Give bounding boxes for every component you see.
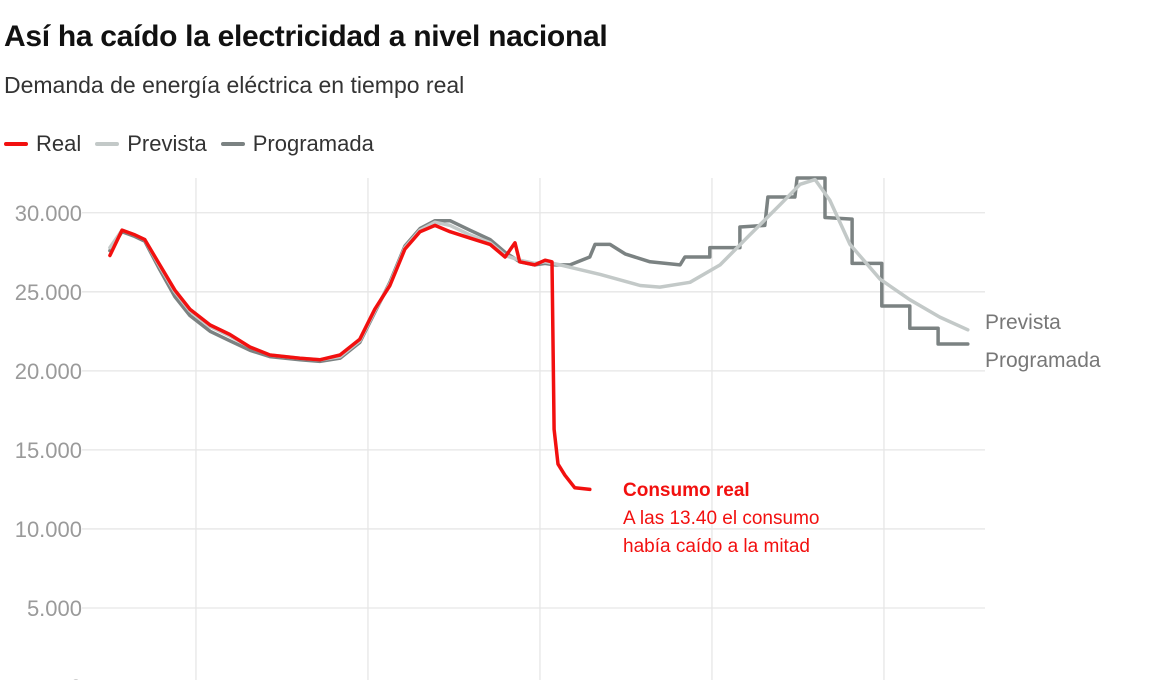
y-tick-label: 25.000 — [15, 280, 82, 305]
legend-item-real: Real — [4, 131, 81, 157]
annotation-line-1: A las 13.40 el consumo — [623, 508, 819, 529]
legend-item-programada: Programada — [220, 131, 374, 157]
end-label-programada: Programada — [985, 349, 1101, 372]
series-line-real — [108, 223, 592, 492]
series-line-programada — [108, 176, 970, 364]
end-label-prevista: Prevista — [985, 311, 1061, 334]
y-tick-label: 20.000 — [15, 359, 82, 384]
chart-title: Así ha caído la electricidad a nivel nac… — [4, 20, 608, 53]
y-tick-label: 0 — [70, 675, 82, 680]
series-line-prevista — [108, 177, 970, 362]
y-tick-label: 15.000 — [15, 438, 82, 463]
legend: Real Prevista Programada — [4, 131, 388, 157]
legend-item-prevista: Prevista — [95, 131, 207, 157]
legend-label-real: Real — [36, 131, 82, 156]
legend-swatch-real — [4, 142, 28, 146]
y-tick-label: 5.000 — [27, 596, 82, 621]
annotation-title: Consumo real — [623, 480, 750, 501]
legend-swatch-prevista — [95, 142, 120, 146]
y-tick-label: 10.000 — [15, 517, 82, 542]
chart-subtitle: Demanda de energía eléctrica en tiempo r… — [4, 72, 465, 98]
legend-swatch-programada — [220, 142, 245, 146]
y-tick-label: 30.000 — [15, 201, 82, 226]
legend-label-prevista: Prevista — [127, 131, 207, 156]
annotation-line-2: había caído a la mitad — [623, 536, 810, 557]
legend-label-programada: Programada — [252, 131, 374, 156]
